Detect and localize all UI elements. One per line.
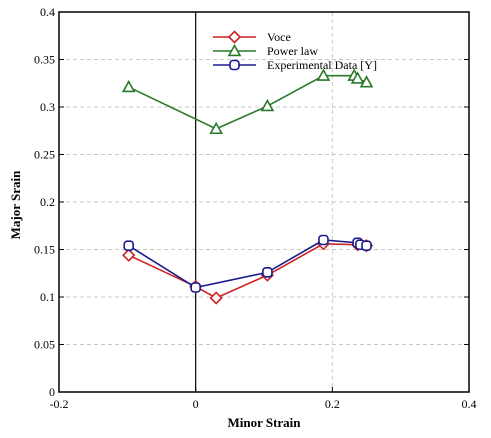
y-tick-label: 0: [49, 385, 55, 399]
series-2: [123, 234, 372, 293]
data-point: [262, 266, 273, 278]
data-point: [190, 282, 201, 293]
x-tick-label: 0.4: [462, 397, 477, 411]
legend-label: Voce: [267, 30, 291, 44]
grid-layer: [59, 12, 469, 392]
x-tick-label: -0.2: [50, 397, 69, 411]
x-tick-label: 0.2: [325, 397, 340, 411]
x-tick-label: 0: [193, 397, 199, 411]
legend-label: Experimental Data [Y]: [267, 58, 377, 72]
series-layer: [121, 68, 374, 305]
x-axis-label: Minor Strain: [227, 415, 301, 430]
data-point: [123, 240, 134, 251]
data-point: [121, 79, 136, 93]
data-point: [209, 121, 224, 135]
ticks-layer: 00.050.10.150.20.250.30.350.4-0.2 0 0.2 0.4: [34, 5, 477, 411]
legend-marker: [229, 59, 240, 71]
data-point: [260, 98, 275, 112]
series-line: [128, 242, 367, 299]
data-point: [361, 240, 372, 251]
series-0: [122, 237, 374, 305]
y-tick-label: 0.15: [34, 243, 55, 257]
legend-label: Power law: [267, 44, 318, 58]
y-tick-label: 0.35: [34, 53, 55, 67]
y-tick-label: 0.4: [40, 5, 55, 19]
series-1: [121, 68, 374, 135]
y-tick-label: 0.25: [34, 148, 55, 162]
data-point: [316, 68, 331, 81]
series-line: [128, 239, 367, 289]
data-point: [122, 248, 136, 262]
y-axis-label: Major Srain: [8, 170, 23, 239]
data-point: [318, 234, 329, 246]
series-line: [128, 74, 367, 130]
data-point: [359, 75, 374, 88]
data-point: [209, 291, 223, 305]
y-tick-label: 0.1: [40, 290, 55, 304]
data-point: [350, 71, 365, 84]
y-tick-label: 0.2: [40, 195, 55, 209]
legend-marker: [227, 43, 242, 57]
y-tick-label: 0.3: [40, 100, 55, 114]
y-tick-label: 0.05: [34, 338, 55, 352]
legend-marker: [227, 30, 242, 44]
